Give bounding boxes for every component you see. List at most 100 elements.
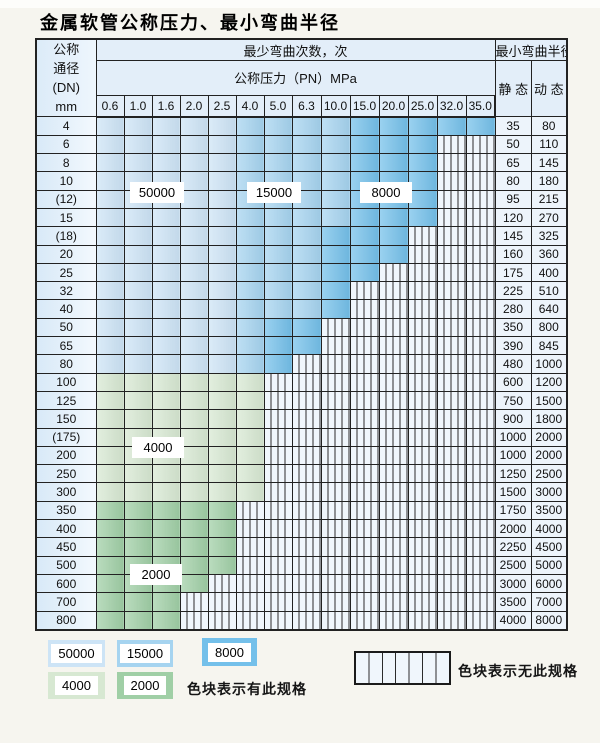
spec-cell <box>151 372 181 392</box>
region-label: 50000 <box>130 182 184 203</box>
spec-cell <box>95 134 125 155</box>
spec-cell <box>291 226 322 246</box>
spec-cell <box>95 226 125 246</box>
spec-cell <box>407 171 438 191</box>
header-dynamic: 动 态 <box>530 60 568 117</box>
spec-cell <box>207 116 237 136</box>
static-radius-cell: 3500 <box>494 592 532 612</box>
spec-cell <box>263 482 293 502</box>
spec-cell <box>123 464 153 484</box>
dn-cell: 300 <box>35 482 97 502</box>
spec-cell <box>95 500 125 521</box>
spec-cell <box>207 519 237 539</box>
spec-cell <box>407 226 438 246</box>
spec-cell <box>291 354 322 374</box>
dn-cell: 125 <box>35 390 97 411</box>
spec-cell <box>465 317 496 338</box>
spec-cell <box>320 445 351 466</box>
spec-cell <box>123 610 153 631</box>
spec-cell <box>263 445 293 466</box>
static-radius-cell: 175 <box>494 262 532 283</box>
spec-cell <box>207 226 237 246</box>
spec-cell <box>378 207 409 228</box>
spec-cell <box>207 409 237 429</box>
spec-cell <box>179 427 209 447</box>
spec-cell <box>123 537 153 557</box>
dn-cell: 50 <box>35 317 97 338</box>
spec-cell <box>151 134 181 155</box>
spec-cell <box>207 464 237 484</box>
spec-cell <box>207 390 237 411</box>
spec-cell <box>95 281 125 301</box>
spec-cell <box>465 610 496 631</box>
dynamic-radius-cell: 1200 <box>530 372 568 392</box>
spec-cell <box>465 262 496 283</box>
spec-cell <box>207 153 237 173</box>
spec-cell <box>291 153 322 173</box>
table-row: 40 280 640 <box>35 299 568 319</box>
spec-cell <box>235 116 265 136</box>
spec-cell <box>436 244 467 264</box>
spec-cell <box>465 171 496 191</box>
spec-cell <box>407 207 438 228</box>
spec-cell <box>378 354 409 374</box>
spec-cell <box>179 390 209 411</box>
spec-cell <box>291 281 322 301</box>
spec-cell <box>291 336 322 356</box>
spec-cell <box>407 409 438 429</box>
spec-cell <box>320 171 351 191</box>
legend-hatch-box <box>354 651 451 685</box>
spec-cell <box>179 592 209 612</box>
table-row: 350 1750 3500 <box>35 500 568 521</box>
spec-cell <box>436 445 467 466</box>
header-pressure-value: 10.0 <box>320 94 351 118</box>
spec-cell <box>378 573 409 594</box>
spec-cell <box>151 262 181 283</box>
spec-cell <box>320 537 351 557</box>
dn-cell: 10 <box>35 171 97 191</box>
spec-cell <box>263 500 293 521</box>
static-radius-cell: 600 <box>494 372 532 392</box>
spec-cell <box>291 482 322 502</box>
spec-cell <box>235 226 265 246</box>
static-radius-cell: 1750 <box>494 500 532 521</box>
table-row: 4 35 80 <box>35 116 568 136</box>
spec-cell <box>179 317 209 338</box>
spec-cell <box>95 482 125 502</box>
dn-cell: 500 <box>35 555 97 575</box>
spec-cell <box>320 336 351 356</box>
header-row-1: 公称 通径 (DN) mm 最少弯曲次数，次 最小弯曲半径 <box>35 38 568 117</box>
page-top-strip <box>0 0 600 8</box>
spec-cell <box>235 500 265 521</box>
spec-cell <box>291 555 322 575</box>
spec-cell <box>436 500 467 521</box>
spec-cell <box>465 409 496 429</box>
static-radius-cell: 65 <box>494 153 532 173</box>
header-cycles-title: 最少弯曲次数，次 <box>95 38 496 61</box>
spec-cell <box>179 610 209 631</box>
dynamic-radius-cell: 2000 <box>530 445 568 466</box>
legend-swatch-15000: 15000 <box>117 640 173 667</box>
spec-cell <box>291 537 322 557</box>
static-radius-cell: 120 <box>494 207 532 228</box>
dn-cell: 20 <box>35 244 97 264</box>
spec-cell <box>349 281 380 301</box>
spec-cell <box>95 171 125 191</box>
dynamic-radius-cell: 845 <box>530 336 568 356</box>
spec-cell <box>378 317 409 338</box>
spec-cell <box>378 500 409 521</box>
table-row: (12) 95 215 <box>35 189 568 209</box>
header-pressure-value: 5.0 <box>263 94 293 118</box>
spec-cell <box>291 610 322 631</box>
header-dn-line: 公称 <box>53 42 80 57</box>
spec-cell <box>207 262 237 283</box>
spec-cell <box>151 592 181 612</box>
spec-cell <box>235 281 265 301</box>
dn-cell: (12) <box>35 189 97 209</box>
spec-cell <box>95 592 125 612</box>
spec-cell <box>235 354 265 374</box>
spec-cell <box>378 537 409 557</box>
spec-cell <box>95 519 125 539</box>
static-radius-cell: 4000 <box>494 610 532 631</box>
header-pressure-value: 0.6 <box>95 94 125 118</box>
